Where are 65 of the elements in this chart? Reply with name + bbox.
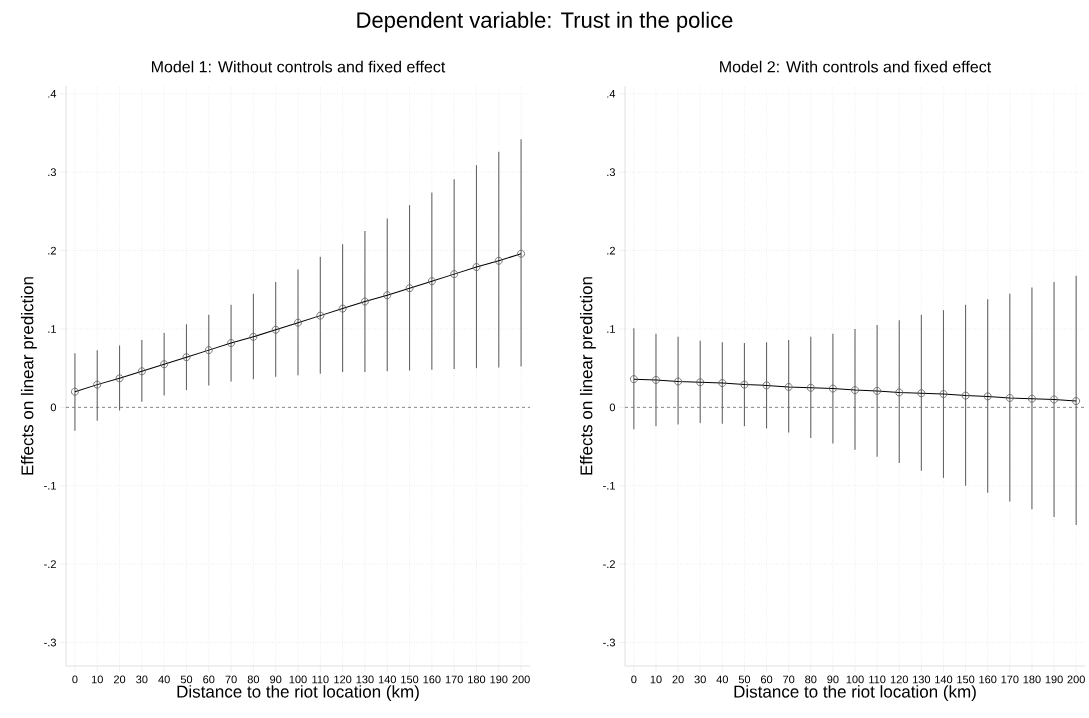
y-tick-label: -.1 (44, 481, 56, 490)
x-tick-label: 20 (113, 675, 126, 684)
y-tick-label: -.1 (603, 481, 615, 490)
y-tick-label: .4 (48, 90, 57, 98)
x-tick-label: 190 (1045, 675, 1063, 684)
y-tick-label: .3 (48, 168, 56, 177)
y-axis-title: Effects on linear prediction (20, 277, 37, 475)
x-tick-label: 150 (401, 675, 419, 684)
y-axis-title: Effects on linear prediction (579, 277, 596, 475)
chart-title: Model 1: Without controls and fixed effect (151, 60, 446, 73)
x-tick-label: 160 (979, 675, 997, 684)
x-tick-label: 0 (631, 675, 637, 684)
x-tick-label: 140 (935, 675, 953, 684)
x-tick-label: 130 (913, 675, 931, 684)
x-tick-label: 140 (378, 675, 396, 684)
x-tick-label: 50 (738, 675, 751, 684)
y-tick-label: -.2 (44, 560, 56, 568)
x-tick-label: 70 (225, 675, 237, 684)
y-tick-label: -.3 (44, 638, 56, 647)
y-tick-label: 0 (609, 403, 616, 412)
y-tick-label: .1 (48, 325, 56, 333)
x-tick-label: 120 (890, 675, 908, 684)
x-tick-label: 130 (356, 675, 374, 684)
x-axis-title: Distance to the riot location (km) (734, 685, 976, 702)
x-tick-label: 90 (827, 675, 839, 684)
x-tick-label: 20 (672, 675, 684, 684)
x-tick-label: 110 (869, 675, 886, 684)
x-tick-label: 80 (247, 675, 260, 684)
y-tick-label: -.3 (603, 638, 615, 647)
x-tick-label: 40 (716, 675, 728, 684)
x-tick-label: 170 (445, 675, 463, 684)
x-tick-label: 110 (312, 675, 329, 684)
y-tick-label: -.2 (603, 560, 615, 568)
x-tick-label: 100 (846, 675, 864, 684)
x-tick-label: 30 (694, 675, 706, 684)
x-tick-label: 190 (490, 675, 508, 684)
x-tick-label: 90 (270, 675, 282, 684)
y-tick-label: .4 (607, 90, 616, 98)
x-axis-title: Distance to the riot location (km) (177, 685, 419, 702)
x-tick-label: 60 (203, 675, 215, 684)
x-tick-label: 80 (805, 675, 817, 684)
x-tick-label: 10 (91, 675, 103, 684)
x-tick-label: 70 (783, 675, 795, 684)
x-tick-label: 180 (1023, 675, 1041, 684)
x-tick-label: 10 (650, 675, 662, 684)
x-tick-label: 160 (423, 675, 441, 684)
y-tick-label: .1 (607, 325, 615, 333)
x-tick-label: 60 (760, 675, 773, 684)
x-tick-label: 0 (72, 675, 78, 684)
chart-title: Model 2: With controls and fixed effect (720, 60, 992, 73)
x-tick-label: 50 (180, 675, 193, 684)
x-tick-label: 180 (468, 675, 486, 684)
x-tick-label: 100 (289, 675, 307, 684)
y-tick-label: .2 (607, 246, 615, 255)
y-tick-label: .3 (607, 168, 615, 177)
y-tick-label: 0 (50, 403, 57, 412)
x-tick-label: 30 (136, 675, 148, 684)
x-tick-label: 120 (334, 675, 352, 684)
x-tick-label: 200 (1067, 675, 1085, 684)
y-tick-label: .2 (48, 246, 56, 255)
text: Dependent variable: Trust in the police (357, 11, 733, 33)
x-tick-label: 40 (158, 675, 170, 684)
x-tick-label: 150 (957, 675, 975, 684)
x-tick-label: 170 (1001, 675, 1019, 684)
x-tick-label: 200 (512, 675, 530, 684)
